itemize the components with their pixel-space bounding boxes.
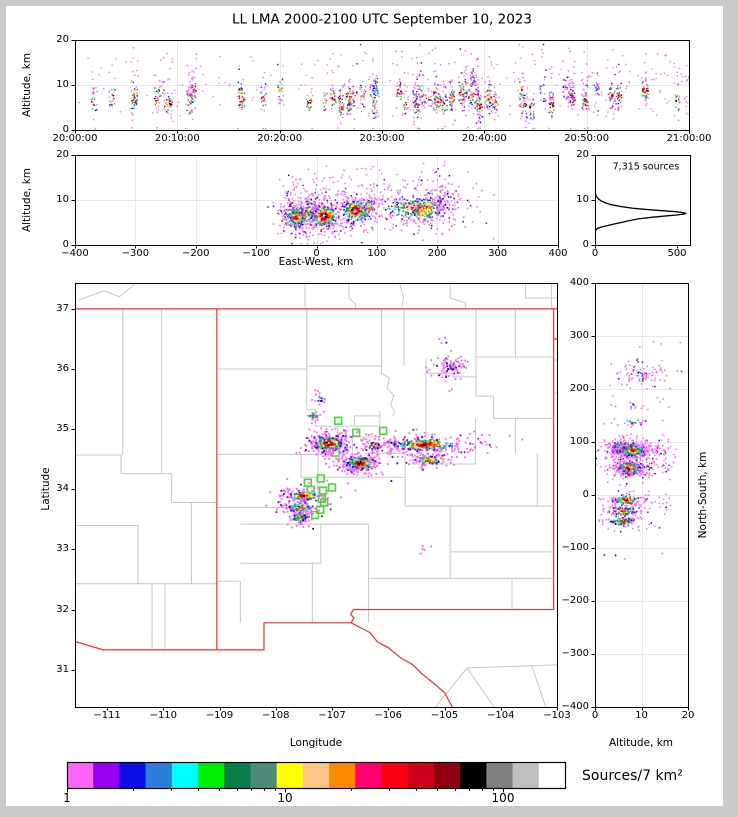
figure-title: LL LMA 2000-2100 UTC September 10, 2023 bbox=[232, 11, 532, 28]
tick-label: −200 bbox=[561, 595, 589, 606]
tick-label: 0 bbox=[591, 248, 599, 259]
tick-label: 0 bbox=[62, 124, 69, 135]
tick-label: 10 bbox=[576, 194, 589, 205]
tick-label: −110 bbox=[149, 710, 178, 721]
tick-label: −300 bbox=[121, 248, 150, 259]
tick-label: 31 bbox=[56, 663, 69, 675]
plan-view-map-panel bbox=[75, 283, 557, 707]
north-south-height-panel bbox=[595, 283, 688, 707]
map-ylabel: Latitude bbox=[39, 467, 52, 511]
tick-label: 20:20:00 bbox=[257, 133, 303, 144]
tick-label: 100 bbox=[367, 248, 387, 259]
tick-label: 10 bbox=[56, 194, 69, 205]
tick-label: 20 bbox=[576, 149, 589, 160]
east-west-height-panel bbox=[75, 155, 558, 245]
tick-label: 400 bbox=[569, 277, 589, 288]
ew-panel-ylabel: Altitude, km bbox=[20, 167, 33, 233]
tick-label: 32 bbox=[56, 603, 69, 615]
tick-label: 20:50:00 bbox=[564, 133, 610, 144]
tick-label: −104 bbox=[487, 710, 515, 721]
colorbar-title: Sources/7 km² bbox=[582, 768, 683, 784]
tick-label: 20:10:00 bbox=[154, 133, 200, 144]
tick-label: 1 bbox=[63, 791, 71, 805]
time-panel-ylabel: Altitude, km bbox=[20, 52, 33, 118]
tick-label: 20 bbox=[56, 149, 69, 160]
source-count-label: 7,315 sources bbox=[612, 161, 680, 173]
tick-label: 100 bbox=[491, 791, 515, 805]
tick-label: −111 bbox=[93, 710, 121, 721]
tick-label: 10 bbox=[56, 79, 69, 90]
tick-label: −105 bbox=[430, 710, 459, 721]
tick-label: −100 bbox=[242, 248, 270, 259]
tick-label: 35 bbox=[56, 423, 69, 435]
map-xlabel: Longitude bbox=[289, 736, 343, 749]
tick-label: −400 bbox=[61, 248, 89, 259]
tick-label: 200 bbox=[569, 383, 589, 394]
tick-label: −109 bbox=[205, 710, 234, 721]
tick-label: 0 bbox=[582, 239, 589, 250]
tick-label: 20:30:00 bbox=[359, 133, 405, 144]
tick-label: −200 bbox=[182, 248, 210, 259]
tick-label: −400 bbox=[561, 701, 589, 712]
tick-label: 100 bbox=[569, 436, 589, 447]
tick-label: −300 bbox=[561, 648, 589, 659]
tick-label: 20 bbox=[681, 710, 695, 721]
tick-label: 400 bbox=[548, 248, 568, 259]
time-height-panel bbox=[75, 40, 689, 130]
tick-label: 21:00:00 bbox=[666, 133, 712, 144]
tick-label: 200 bbox=[427, 248, 447, 259]
tick-label: −100 bbox=[561, 542, 589, 553]
tick-label: 10 bbox=[277, 791, 293, 805]
tick-label: 20:00:00 bbox=[52, 133, 98, 144]
tick-label: 0 bbox=[62, 239, 69, 250]
ns-panel-ylabel: North-South, km bbox=[696, 451, 709, 539]
tick-label: 37 bbox=[56, 302, 69, 314]
tick-label: 36 bbox=[56, 363, 69, 374]
tick-label: 300 bbox=[569, 330, 589, 341]
tick-label: −106 bbox=[374, 710, 402, 721]
tick-label: 0 bbox=[591, 710, 599, 721]
tick-label: 20 bbox=[56, 34, 69, 45]
tick-label: 500 bbox=[667, 248, 687, 259]
tick-label: 34 bbox=[56, 483, 69, 495]
tick-label: −107 bbox=[318, 710, 346, 721]
tick-label: 10 bbox=[635, 710, 648, 721]
ns-panel-xlabel: Altitude, km bbox=[608, 736, 674, 749]
tick-label: 300 bbox=[488, 248, 508, 259]
tick-label: −103 bbox=[543, 710, 571, 721]
tick-label: 0 bbox=[582, 489, 589, 500]
ew-panel-xlabel: East-West, km bbox=[278, 255, 354, 268]
tick-label: 33 bbox=[56, 543, 69, 555]
density-colorbar bbox=[67, 762, 565, 788]
tick-label: 0 bbox=[313, 248, 320, 259]
tick-label: −108 bbox=[262, 710, 290, 721]
tick-label: 20:40:00 bbox=[461, 133, 507, 144]
